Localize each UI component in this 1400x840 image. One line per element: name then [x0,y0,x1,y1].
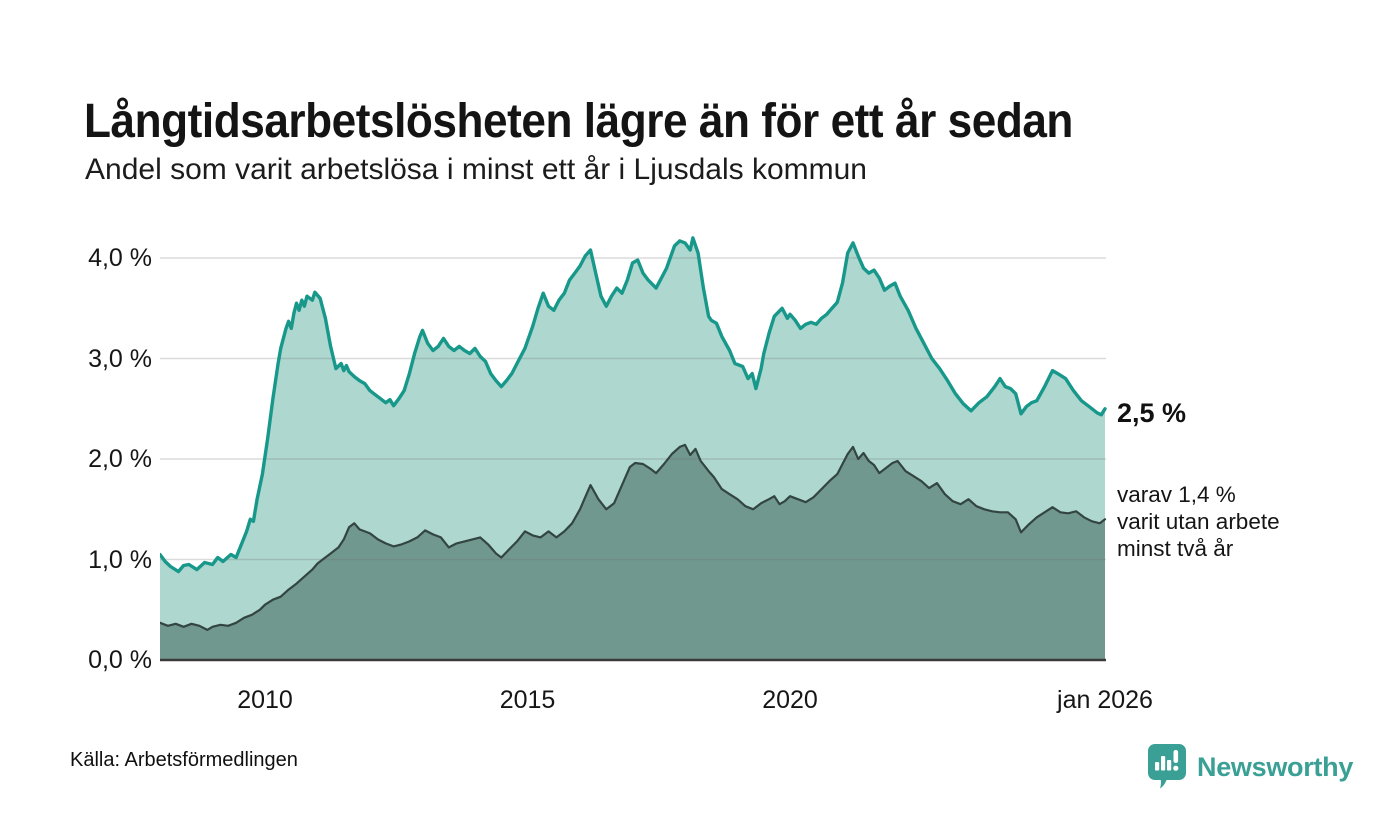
y-tick-label: 4,0 % [88,244,152,272]
y-tick-label: 1,0 % [88,545,152,574]
series-line-1 [158,443,1107,631]
annotation-line: varav 1,4 % [1117,482,1236,507]
y-tick-label: 2,0 % [88,445,152,473]
source-note: Källa: Arbetsförmedlingen [70,749,298,771]
annotation-line: minst två år [1117,536,1234,561]
chart-subtitle: Andel som varit arbetslösa i minst ett å… [85,153,867,186]
x-tick-label: jan 2026 [1057,686,1153,714]
annotation-line: varit utan arbete [1117,509,1280,534]
chart-canvas [158,236,1107,662]
latest-value-annotation: 2,5 % [1117,398,1187,428]
area-chart [158,228,1107,665]
page-title: Långtidsarbetslösheten lägre än för ett … [84,95,1073,149]
x-tick-label: 2015 [499,686,556,714]
brand-name: Newsworthy [1197,751,1354,782]
x-tick-label: 2020 [762,686,818,714]
y-tick-label: 0,0 % [88,646,152,674]
secondary-value-annotation: varav 1,4 % varit utan arbete minst två … [1117,481,1280,562]
y-tick-label: 3,0 % [88,344,152,373]
newsworthy-chart-bubble-icon [1148,744,1186,789]
brand-logo: Newsworthy [1147,743,1353,791]
x-tick-label: 2010 [237,686,293,714]
series-line-0 [158,236,1107,574]
area-fill-1 [160,444,1105,660]
